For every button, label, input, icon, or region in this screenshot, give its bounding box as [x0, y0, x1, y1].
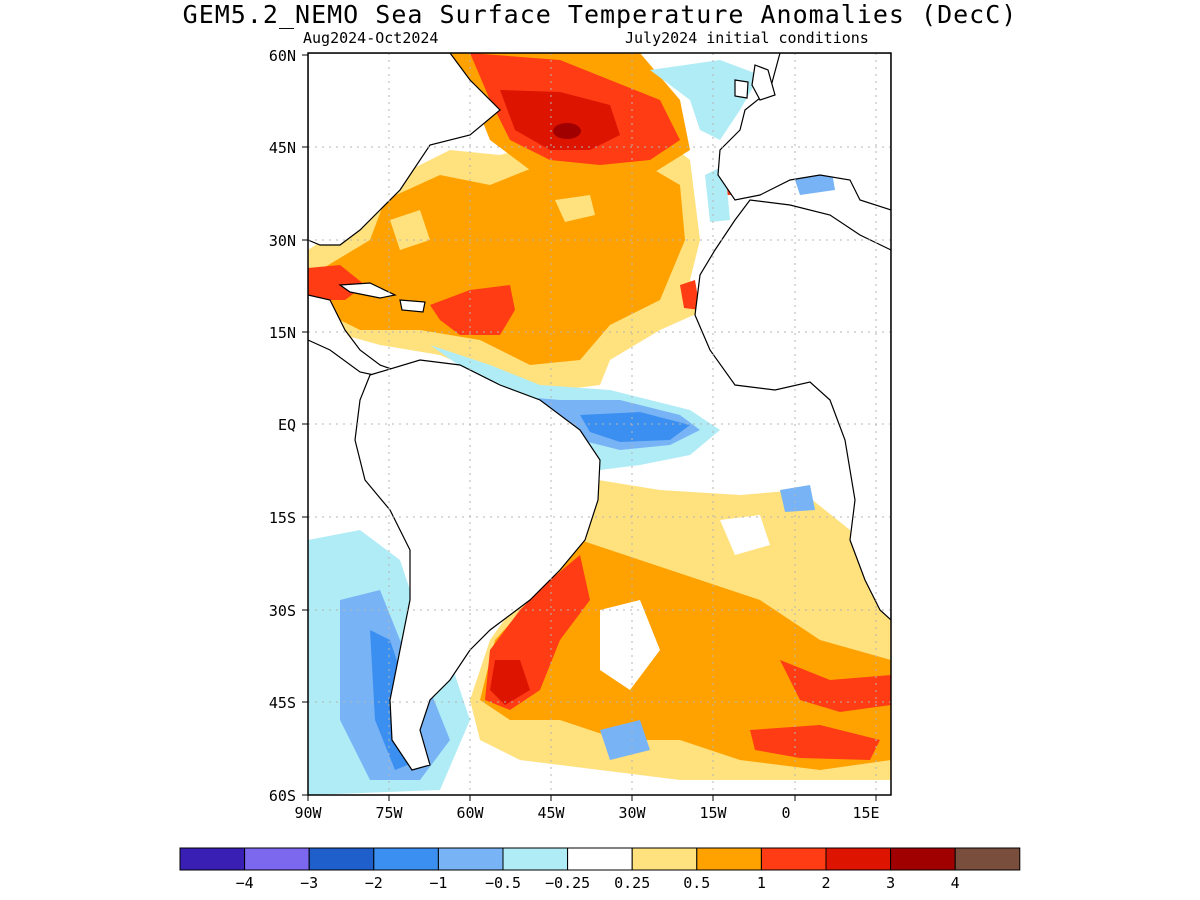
britain-land — [751, 64, 776, 101]
lat-label-45n: 45N — [269, 139, 296, 157]
coastlines — [308, 53, 891, 771]
legend-labels: −4 −3 −2 −1 −0.5 −0.25 0.25 0.5 1 2 3 4 — [236, 874, 960, 892]
lat-label-15s: 15S — [269, 509, 296, 527]
lat-label-45s: 45S — [269, 694, 296, 712]
legend-swatch — [244, 847, 310, 871]
anomaly-s-atlantic-white-2 — [720, 515, 770, 555]
anomaly-morocco-2 — [680, 280, 700, 310]
ireland-land — [734, 79, 749, 99]
lat-label-eq: EQ — [278, 416, 296, 434]
legend-label: 0.25 — [614, 874, 650, 892]
lon-axis: 90W 75W 60W 45W 30W 15W 0 15E — [294, 795, 880, 822]
lon-label-15w: 15W — [699, 804, 727, 822]
legend-label: 0.5 — [683, 874, 710, 892]
anomaly-newfoundland-3 — [500, 90, 620, 150]
lat-label-60s: 60S — [269, 787, 296, 805]
legend-colorbar — [179, 847, 1021, 871]
chart-title: GEM5.2_NEMO Sea Surface Temperature Anom… — [182, 0, 1018, 29]
legend-label: 2 — [821, 874, 830, 892]
legend-swatch — [567, 847, 633, 871]
legend-label: −3 — [300, 874, 318, 892]
lat-label-60n: 60N — [269, 47, 296, 65]
legend-swatch — [308, 847, 375, 871]
anomaly-subtropical-05-patch — [555, 195, 595, 222]
lat-axis: 60N 45N 30N 15N EQ 15S 30S 45S 60S — [269, 47, 308, 805]
legend-swatch — [696, 847, 762, 871]
legend-label: −2 — [365, 874, 383, 892]
south-america-land — [354, 359, 601, 771]
lon-label-30w: 30W — [618, 804, 646, 822]
legend-label: −4 — [236, 874, 254, 892]
legend-swatch — [437, 847, 504, 871]
lon-label-75w: 75W — [375, 804, 403, 822]
legend-label: −0.5 — [485, 874, 521, 892]
anomaly-newfoundland-4 — [553, 123, 581, 139]
legend-label: 1 — [757, 874, 766, 892]
anomaly-equatorial-1 — [580, 412, 690, 442]
anomaly-s-atlantic-white-1 — [600, 600, 660, 690]
lat-label-30n: 30N — [269, 232, 296, 250]
forecast-period: Aug2024-Oct2024 — [303, 29, 439, 47]
anomaly-caribbean-2 — [430, 285, 515, 335]
initial-conditions: July2024 initial conditions — [625, 29, 869, 47]
lat-label-15n: 15N — [269, 324, 296, 342]
legend-swatch — [825, 847, 892, 871]
legend-swatch — [502, 847, 569, 871]
legend-label: −1 — [429, 874, 447, 892]
cuba-land — [338, 282, 397, 299]
grid-lines — [308, 53, 891, 795]
legend-label: 3 — [886, 874, 895, 892]
legend-swatch — [890, 847, 956, 871]
anomaly-s-atlantic-2-south — [750, 725, 880, 760]
anomaly-s-atlantic-2-east — [780, 660, 891, 712]
lon-label-60w: 60W — [456, 804, 484, 822]
lon-label-15e: 15E — [852, 804, 879, 822]
anomaly-argentine-3 — [490, 660, 530, 705]
lon-label-0: 0 — [781, 804, 790, 822]
lon-label-45w: 45W — [537, 804, 565, 822]
legend-label: 4 — [951, 874, 960, 892]
hispaniola-land — [399, 299, 426, 313]
legend-swatch — [373, 847, 439, 871]
anomaly-s-cool-patch — [600, 720, 650, 760]
legend-swatch — [954, 847, 1021, 871]
legend-label: −0.25 — [545, 874, 590, 892]
anomaly-subpolar-cool — [650, 60, 760, 140]
africa-land — [694, 199, 891, 621]
north-america-land — [308, 53, 501, 246]
legend-swatch — [760, 847, 827, 871]
lat-label-30s: 30S — [269, 602, 296, 620]
legend-swatch — [631, 847, 698, 871]
legend-swatch — [179, 847, 246, 871]
anomaly-s-cool-patch2 — [780, 485, 815, 512]
lon-label-90w: 90W — [294, 804, 322, 822]
